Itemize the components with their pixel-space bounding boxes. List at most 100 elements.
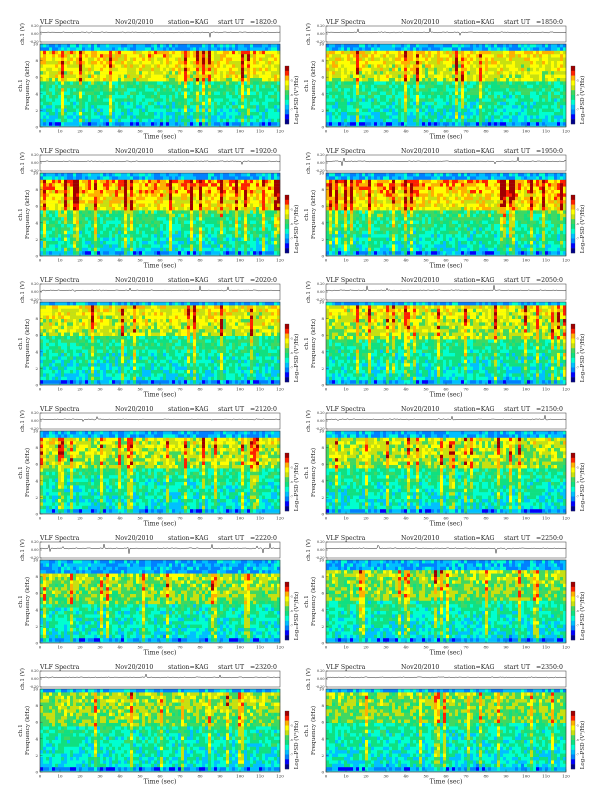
colorbar-tick-label: -5: [290, 466, 293, 470]
y-tick-label: 2: [35, 366, 38, 371]
ch1-tick-label: 0.00: [317, 32, 325, 36]
colorbar: -5-6-7: [571, 66, 579, 124]
y-tick-label: 8: [35, 445, 38, 450]
y-tick-label: 2: [35, 237, 38, 242]
ch1-waveform: [40, 161, 280, 165]
panel-start-label: start UT: [218, 535, 245, 542]
x-tick-label: 70: [463, 387, 469, 392]
panel-start-label: start UT: [504, 664, 531, 671]
x-tick-label: 70: [463, 516, 469, 521]
ch1-tick-label: 0.20: [317, 282, 325, 286]
ch1-axis-label: ch.1 (V): [305, 668, 312, 690]
panel-start-ut: =1820:0: [250, 19, 277, 26]
y-axis-label: Frequency (kHz): [310, 706, 317, 755]
y-tick-label: 4: [321, 349, 324, 354]
panel-date: Nov20/2010: [401, 19, 439, 26]
y-tick-label: 8: [321, 445, 324, 450]
x-tick-label: 100: [236, 387, 244, 392]
colorbar-tick-label: -7: [576, 624, 579, 628]
x-tick-label: 110: [256, 645, 264, 650]
x-tick-label: 20: [77, 258, 83, 263]
colorbar-label: Log₁₀PSD (V²/Hz): [293, 76, 300, 125]
panel-station: station=KAG: [454, 19, 495, 26]
spectrogram-panel: VLF Spectra Nov20/2010 station=KAG start UT…: [18, 535, 300, 657]
x-tick-label: 20: [363, 129, 369, 134]
ch1-waveform: [40, 32, 280, 38]
ch1-tick-label: 0.00: [317, 677, 325, 681]
ch1-tick-label: 0.20: [317, 669, 325, 673]
y-tick-label: 10: [33, 429, 39, 434]
x-axis-label: Time (sec): [144, 650, 177, 657]
panel-start-label: start UT: [504, 535, 531, 542]
y-tick-label: 2: [321, 108, 324, 113]
ch1-axis-label: ch.1 (V): [305, 152, 312, 174]
spectrogram-panel: VLF Spectra Nov20/2010 station=KAG start UT…: [18, 148, 300, 270]
panel-start-ut: =2350:0: [536, 664, 563, 671]
ch1-tick-label: 0.00: [31, 32, 39, 36]
y-tick-label: 2: [35, 108, 38, 113]
ch1-strip-frame: [326, 284, 566, 300]
x-tick-label: 90: [503, 387, 509, 392]
x-tick-label: 30: [383, 129, 389, 134]
x-tick-label: 20: [77, 774, 83, 779]
panel-station: station=KAG: [168, 535, 209, 542]
panel-title: VLF Spectra: [39, 19, 80, 26]
panel-start-ut: =2150:0: [536, 406, 563, 413]
x-tick-label: 80: [197, 645, 203, 650]
panel-start-label: start UT: [218, 664, 245, 671]
ch1-tick-label: 0.20: [31, 153, 39, 157]
x-tick-label: 80: [197, 516, 203, 521]
y-axis-label: Frequency (kHz): [24, 190, 31, 239]
ch1-waveform: [326, 545, 566, 553]
spectrogram-panel: VLF Spectra Nov20/2010 station=KAG start UT…: [304, 277, 586, 399]
y-axis-channel-label: ch.1: [304, 337, 310, 350]
x-tick-label: 50: [137, 516, 143, 521]
x-tick-label: 50: [137, 387, 143, 392]
panel-start-ut: =2050:0: [536, 277, 563, 284]
x-tick-label: 30: [383, 645, 389, 650]
spectrogram-cells: [326, 302, 566, 384]
x-tick-label: 30: [383, 774, 389, 779]
x-axis-label: Time (sec): [430, 392, 463, 399]
x-tick-label: 70: [177, 516, 183, 521]
y-axis-channel-label: ch.1: [18, 466, 24, 479]
x-tick-label: 80: [483, 774, 489, 779]
y-tick-label: 6: [321, 591, 324, 596]
panel-station: station=KAG: [454, 664, 495, 671]
x-tick-label: 20: [77, 645, 83, 650]
x-tick-label: 70: [463, 774, 469, 779]
colorbar-tick-label: -7: [576, 495, 579, 499]
x-tick-label: 50: [423, 645, 429, 650]
panel-station: station=KAG: [168, 664, 209, 671]
x-tick-label: 120: [562, 516, 570, 521]
x-tick-label: 50: [423, 516, 429, 521]
x-tick-label: 50: [423, 129, 429, 134]
ch1-tick-label: 0.00: [317, 161, 325, 165]
y-tick-label: 6: [321, 720, 324, 725]
colorbar: -5-6-7: [571, 324, 579, 382]
panel-title: VLF Spectra: [325, 148, 366, 155]
colorbar-tick-label: -5: [576, 79, 579, 83]
y-tick-label: 4: [321, 607, 324, 612]
x-tick-label: 110: [542, 645, 550, 650]
y-axis-label: Frequency (kHz): [24, 319, 31, 368]
panel-date: Nov20/2010: [401, 535, 439, 542]
x-tick-label: 120: [276, 516, 284, 521]
panel-start-label: start UT: [504, 406, 531, 413]
panel-date: Nov20/2010: [401, 148, 439, 155]
x-tick-label: 20: [363, 387, 369, 392]
ch1-tick-label: 0.00: [31, 290, 39, 294]
x-tick-label: 20: [77, 129, 83, 134]
x-tick-label: 40: [117, 516, 123, 521]
ch1-waveform: [326, 415, 566, 420]
x-axis-label: Time (sec): [144, 521, 177, 528]
ch1-strip-frame: [326, 155, 566, 171]
y-tick-label: 4: [35, 220, 38, 225]
y-tick-label: 2: [321, 366, 324, 371]
colorbar-label: Log₁₀PSD (V²/Hz): [293, 721, 300, 770]
ch1-tick-label: 0.00: [31, 161, 39, 165]
y-tick-label: 6: [35, 204, 38, 209]
x-tick-label: 30: [383, 387, 389, 392]
x-tick-label: 120: [276, 387, 284, 392]
panel-title: VLF Spectra: [325, 535, 366, 542]
